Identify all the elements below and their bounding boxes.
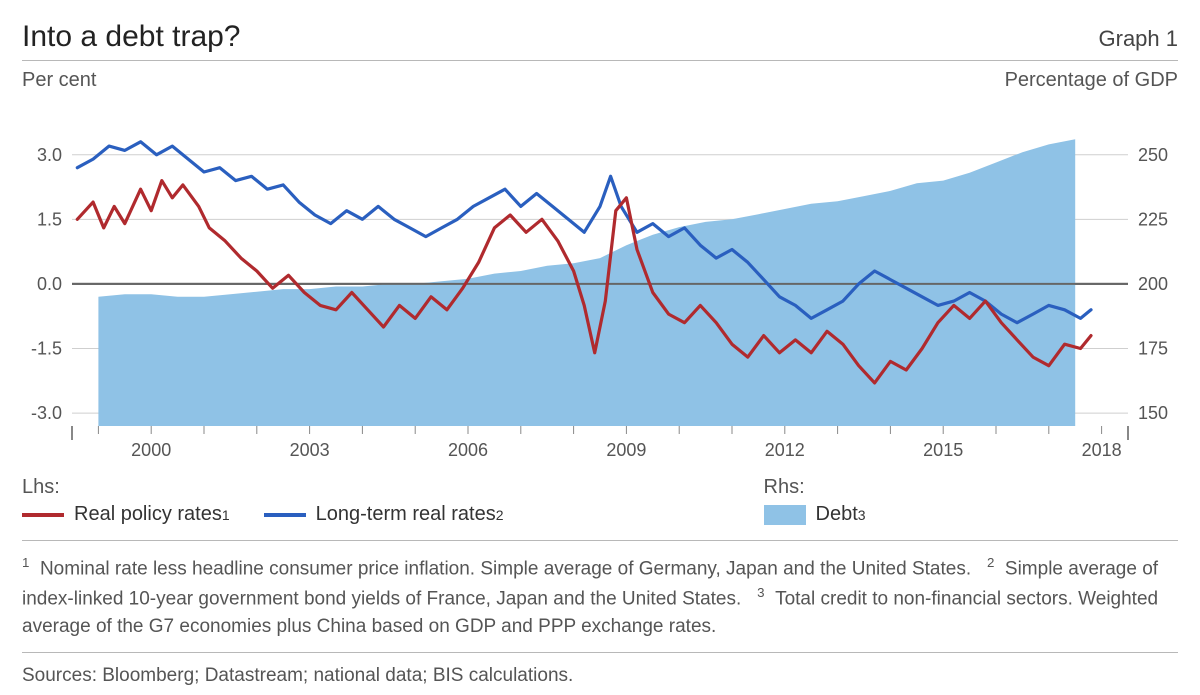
svg-text:0.0: 0.0	[37, 274, 62, 294]
legend-text-longterm: Long-term real rates	[316, 503, 496, 526]
svg-text:-3.0: -3.0	[31, 403, 62, 423]
axis-titles: Per cent Percentage of GDP	[22, 69, 1178, 92]
legend-item-policy: Real policy rates1	[22, 503, 230, 526]
svg-text:1.5: 1.5	[37, 209, 62, 229]
chart-area: 2000 2003 2006 2009 2012 2015 2018 -3.0 -1.5 0.0 1…	[22, 96, 1178, 466]
svg-text:175: 175	[1138, 339, 1168, 359]
svg-text:2012: 2012	[765, 440, 805, 460]
area-swatch-icon	[764, 505, 806, 525]
svg-text:2018: 2018	[1082, 440, 1122, 460]
chart-container: Into a debt trap? Graph 1 Per cent Perce…	[0, 0, 1200, 695]
legend-item-debt: Debt3	[764, 503, 866, 526]
legend-text-policy: Real policy rates	[74, 503, 222, 526]
svg-text:2003: 2003	[290, 440, 330, 460]
svg-text:250: 250	[1138, 145, 1168, 165]
graph-number: Graph 1	[1099, 26, 1179, 52]
legend-lhs-label: Lhs:	[22, 476, 504, 499]
legend-rhs: Rhs: Debt3	[764, 476, 866, 526]
footnotes: 1 Nominal rate less headline consumer pr…	[22, 541, 1178, 653]
sources-line: Sources: Bloomberg; Datastream; national…	[22, 653, 1178, 687]
chart-svg: 2000 2003 2006 2009 2012 2015 2018 -3.0 -1.5 0.0 1…	[22, 96, 1178, 466]
svg-text:200: 200	[1138, 274, 1168, 294]
legend: Lhs: Real policy rates1 Long-term real r…	[22, 472, 1178, 541]
legend-item-longterm: Long-term real rates2	[264, 503, 504, 526]
svg-text:2015: 2015	[923, 440, 963, 460]
svg-text:2006: 2006	[448, 440, 488, 460]
chart-title: Into a debt trap?	[22, 20, 241, 54]
svg-text:2009: 2009	[606, 440, 646, 460]
svg-text:2000: 2000	[131, 440, 171, 460]
svg-text:150: 150	[1138, 403, 1168, 423]
svg-text:-1.5: -1.5	[31, 339, 62, 359]
svg-text:225: 225	[1138, 209, 1168, 229]
line-swatch-icon	[264, 513, 306, 517]
title-bar: Into a debt trap? Graph 1	[22, 20, 1178, 61]
line-swatch-icon	[22, 513, 64, 517]
svg-text:3.0: 3.0	[37, 145, 62, 165]
legend-text-debt: Debt	[816, 503, 858, 526]
legend-rhs-label: Rhs:	[764, 476, 866, 499]
legend-lhs: Lhs: Real policy rates1 Long-term real r…	[22, 476, 504, 526]
left-axis-title: Per cent	[22, 69, 96, 92]
right-axis-title: Percentage of GDP	[1005, 69, 1178, 92]
